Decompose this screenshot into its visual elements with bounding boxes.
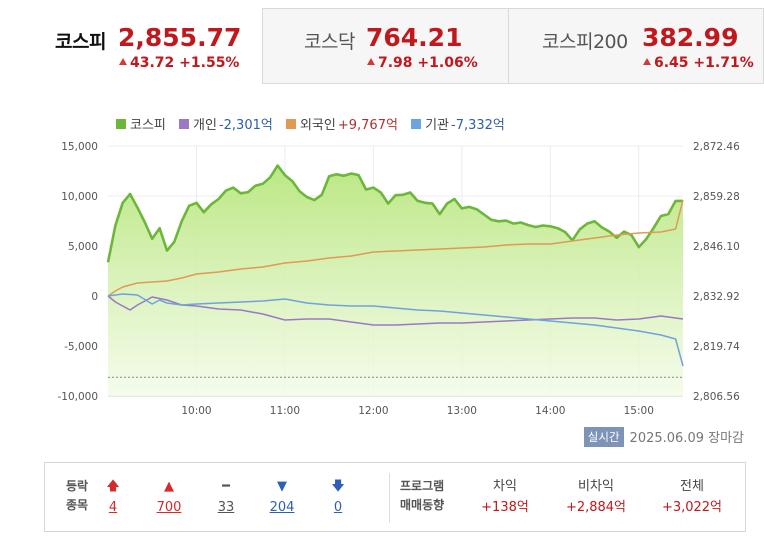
foreign-line — [107, 199, 684, 297]
y-tick-left: 15,000 — [61, 141, 98, 153]
program-header: 차익 — [493, 479, 517, 494]
rise-icon: ▲ — [164, 479, 174, 494]
x-tick-label: 10:00 — [181, 405, 211, 417]
legend-swatch — [179, 118, 190, 129]
program-header: 비차익 — [578, 479, 614, 494]
kospi-area-layer — [108, 165, 683, 396]
breadth-label-line1: 등락 — [66, 479, 89, 493]
program-total: 전체 +3,022억 — [647, 477, 737, 519]
legend-label: 코스피 — [130, 118, 166, 133]
unchanged-icon: ━ — [222, 479, 230, 494]
y-tick-right: 2,832.92 — [693, 291, 740, 303]
x-tick-label: 13:00 — [447, 405, 477, 417]
upper-limit-icon: 🡅 — [106, 479, 120, 494]
legend-label: 외국인 — [299, 118, 336, 133]
tab-value: 2,855.77 — [118, 23, 242, 52]
y-tick-left: 0 — [91, 291, 98, 303]
y-tick-left: -5,000 — [64, 341, 98, 353]
axis-layer: 15,000 2,872.46 10,000 2,859.28 5,000 2,846.1… — [57, 141, 740, 417]
tab-change: 7.98 +1.06% — [367, 55, 478, 71]
breadth-count[interactable]: 4 — [108, 500, 118, 515]
status-text: 2025.06.09 장마감 — [629, 431, 744, 446]
breadth-item[interactable]: ▲ 700 — [145, 477, 193, 517]
market-breadth-box: 등락 종목 🡅 4 ▲ 700 ━ 33 ▼ 204 🡇 0 프로그램 매매동향 차익 +138억… — [44, 462, 746, 532]
up-triangle-icon — [119, 58, 127, 65]
breadth-count[interactable]: 33 — [217, 500, 235, 515]
breadth-item[interactable]: ▼ 204 — [258, 477, 306, 517]
fall-icon: ▼ — [277, 479, 287, 494]
legend-label: 기관 — [425, 118, 449, 133]
series-layer — [106, 164, 684, 378]
legend-value: +9,767억 — [337, 118, 398, 133]
y-tick-right: 2,846.10 — [693, 241, 740, 253]
x-tick-label: 12:00 — [358, 405, 388, 417]
program-non-arbitrage: 비차익 +2,884억 — [551, 477, 641, 519]
legend-swatch — [116, 118, 126, 129]
tab-name: 코스피200 — [542, 31, 628, 53]
breadth-item[interactable]: ━ 33 — [202, 477, 250, 517]
tab-change-text: 7.98 +1.06% — [378, 55, 478, 71]
up-triangle-icon — [643, 58, 651, 65]
tab-value: 382.99 — [642, 23, 739, 52]
legend-kospi[interactable]: 코스피 — [116, 114, 166, 133]
tab-kospi200[interactable]: 코스피200 382.99 6.45 +1.71% — [508, 8, 764, 84]
legend-institution[interactable]: 기관 -7,332억 — [411, 114, 505, 133]
breadth-item[interactable]: 🡅 4 — [89, 477, 137, 517]
chart-legend: 코스피 개인 -2,301억 외국인 +9,767억 기관 -7,332억 — [116, 114, 514, 133]
lower-limit-icon: 🡇 — [331, 479, 345, 494]
y-tick-right: 2,819.74 — [693, 341, 740, 353]
tab-change-text: 43.72 +1.55% — [130, 55, 240, 71]
kospi-area — [108, 165, 683, 396]
y-tick-right: 2,806.56 — [693, 391, 740, 403]
y-tick-right: 2,859.28 — [693, 191, 740, 203]
program-label-line2: 매매동향 — [400, 498, 445, 512]
program-value: +138억 — [481, 500, 529, 515]
legend-value: -2,301억 — [218, 118, 273, 133]
status-row: 실시간 2025.06.09 장마감 — [583, 427, 744, 447]
kospi-line — [106, 164, 683, 263]
divider — [389, 473, 390, 523]
tab-kospi[interactable]: 코스피 2,855.77 43.72 +1.55% — [8, 8, 264, 84]
tab-value: 764.21 — [366, 23, 463, 52]
y-tick-left: 5,000 — [68, 241, 98, 253]
legend-swatch — [411, 118, 422, 129]
program-arbitrage: 차익 +138억 — [470, 477, 540, 519]
breadth-label: 등락 종목 — [66, 477, 88, 515]
x-tick-label: 11:00 — [270, 405, 300, 417]
tab-change: 6.45 +1.71% — [643, 55, 754, 71]
market-chart: 15,000 2,872.46 10,000 2,859.28 5,000 2,846.1… — [57, 141, 740, 417]
x-tick-label: 14:00 — [535, 405, 565, 417]
y-tick-right: 2,872.46 — [693, 141, 740, 153]
x-tick-label: 15:00 — [624, 405, 654, 417]
legend-label: 개인 — [193, 118, 217, 133]
program-header: 전체 — [680, 479, 704, 494]
legend-value: -7,332억 — [451, 118, 505, 133]
tab-change-text: 6.45 +1.71% — [654, 55, 754, 71]
institution-line — [107, 293, 684, 367]
breadth-count[interactable]: 204 — [269, 500, 295, 515]
tab-kosdaq[interactable]: 코스닥 764.21 7.98 +1.06% — [262, 8, 510, 84]
breadth-label-line2: 종목 — [66, 498, 89, 512]
program-label-line1: 프로그램 — [400, 479, 445, 493]
legend-individual[interactable]: 개인 -2,301억 — [179, 114, 273, 133]
legend-swatch — [285, 118, 296, 129]
breadth-count[interactable]: 700 — [156, 500, 182, 515]
program-value: +2,884억 — [565, 500, 627, 515]
index-tabs: 코스피 2,855.77 43.72 +1.55% 코스닥 764.21 7.9… — [8, 8, 764, 86]
breadth-item[interactable]: 🡇 0 — [314, 477, 362, 517]
up-triangle-icon — [367, 58, 375, 65]
y-tick-left: 10,000 — [61, 191, 98, 203]
tab-name: 코스닥 — [304, 31, 355, 53]
realtime-badge[interactable]: 실시간 — [583, 427, 624, 447]
tab-change: 43.72 +1.55% — [119, 55, 239, 71]
program-value: +3,022억 — [661, 500, 723, 515]
tab-name: 코스피 — [55, 31, 106, 53]
program-label: 프로그램 매매동향 — [400, 477, 444, 515]
breadth-count[interactable]: 0 — [333, 500, 343, 515]
y-tick-left: -10,000 — [57, 391, 98, 403]
legend-foreign[interactable]: 외국인 +9,767억 — [285, 114, 398, 133]
